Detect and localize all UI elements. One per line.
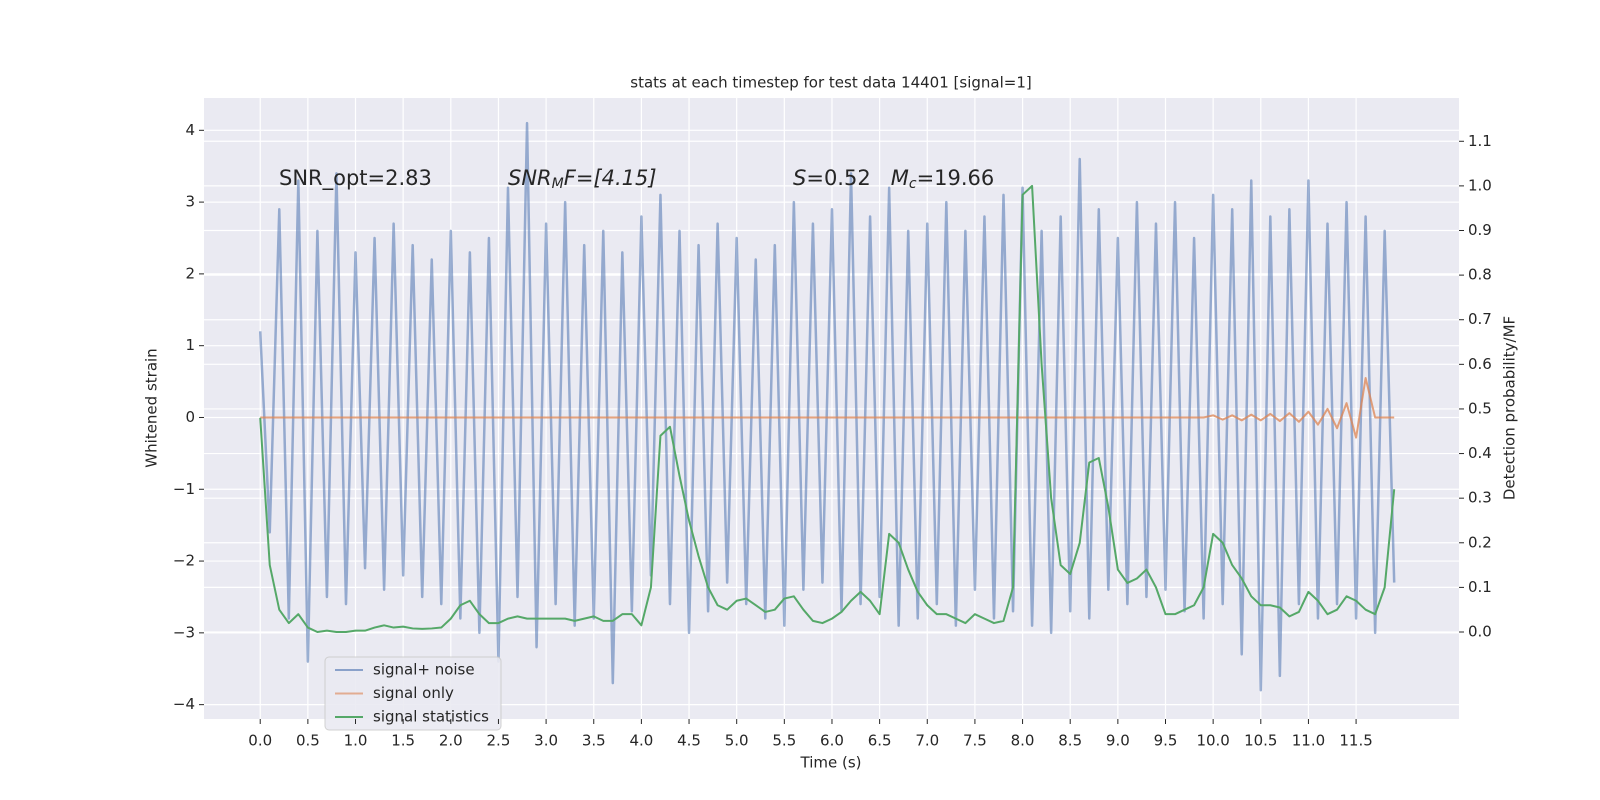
annotation-part: =19.66	[917, 166, 995, 190]
annotation-part: =0.52	[806, 166, 890, 190]
x-tick-label: 9.0	[1106, 732, 1130, 750]
y-axis-label: Whitened strain	[143, 348, 161, 467]
y2-tick-label: 0.5	[1468, 399, 1492, 417]
x-tick-label: 9.5	[1154, 732, 1178, 750]
x-tick-label: 0.5	[296, 732, 320, 750]
annotation-part: SNR	[508, 166, 552, 190]
x-tick-label: 3.5	[582, 732, 606, 750]
y-tick-label: 3	[185, 193, 195, 211]
line-series	[258, 121, 1396, 692]
annotation: SNR_opt=2.83	[279, 166, 432, 191]
annotation-part: S	[793, 166, 806, 190]
y2-tick-label: 0.3	[1468, 489, 1492, 507]
x-tick-label: 7.5	[963, 732, 987, 750]
y2-tick-label: 0.7	[1468, 310, 1492, 328]
annotation-subscript: M	[552, 176, 564, 192]
annotation: S=0.52 Mc=19.66	[793, 166, 994, 192]
y-tick-label: 1	[185, 336, 195, 354]
x-tick-label: 4.0	[629, 732, 653, 750]
x-tick-label: 1.0	[344, 732, 368, 750]
annotation-part: M	[891, 166, 909, 190]
y-tick-label: 2	[185, 264, 195, 282]
x-tick-label: 0.0	[248, 732, 272, 750]
x-tick-label: 11.0	[1292, 732, 1325, 750]
annotation-subscript: c	[909, 176, 917, 192]
x-tick-label: 2.5	[487, 732, 511, 750]
y2-tick-label: 0.4	[1468, 444, 1492, 462]
line-series	[260, 376, 1395, 439]
x-tick-label: 2.0	[439, 732, 463, 750]
line-series	[259, 184, 1396, 634]
x-tick-label: 1.5	[391, 732, 415, 750]
legend-box	[324, 656, 502, 731]
x-tick-label: 4.5	[677, 732, 701, 750]
y-tick-label: 0	[185, 408, 195, 426]
x-tick-label: 10.5	[1244, 732, 1277, 750]
x-tick-label: 5.0	[725, 732, 749, 750]
y2-tick-label: 0.9	[1468, 221, 1492, 239]
legend-label: signal statistics	[373, 708, 489, 726]
x-tick-label: 8.5	[1058, 732, 1082, 750]
x-axis-label: Time (s)	[800, 754, 862, 772]
y2-tick-label: 0.1	[1468, 578, 1492, 596]
x-tick-label: 6.5	[868, 732, 892, 750]
y2-tick-label: 0.2	[1468, 533, 1492, 551]
x-tick-label: 3.0	[534, 732, 558, 750]
x-tick-label: 7.0	[915, 732, 939, 750]
y-tick-label: −3	[173, 623, 195, 641]
y2-tick-label: 1.1	[1468, 132, 1492, 150]
y2-tick-label: 0.6	[1468, 355, 1492, 373]
y-tick-label: −2	[173, 552, 195, 570]
legend-label: signal+ noise	[373, 661, 475, 679]
y-tick-label: −1	[173, 480, 195, 498]
x-tick-label: 11.5	[1339, 732, 1372, 750]
legend: signal+ noise signal only signal statistic…	[324, 656, 502, 731]
x-tick-label: 10.0	[1196, 732, 1229, 750]
y-tick-label: −4	[173, 695, 195, 713]
annotation-part: F=[4.15]	[564, 166, 657, 190]
y-tick-label: 4	[185, 121, 195, 139]
x-tick-label: 5.5	[772, 732, 796, 750]
legend-label: signal only	[373, 684, 454, 702]
y2-axis-label: Detection probability/MF	[1501, 316, 1519, 500]
data-layer	[258, 121, 1396, 692]
annotation: SNRMF=[4.15]	[508, 166, 657, 192]
y2-tick-label: 1.0	[1468, 176, 1492, 194]
x-tick-label: 6.0	[820, 732, 844, 750]
x-tick-label: 8.0	[1011, 732, 1035, 750]
y2-tick-label: 0.8	[1468, 266, 1492, 284]
y2-tick-label: 0.0	[1468, 623, 1492, 641]
chart-title: stats at each timestep for test data 144…	[630, 74, 1031, 92]
